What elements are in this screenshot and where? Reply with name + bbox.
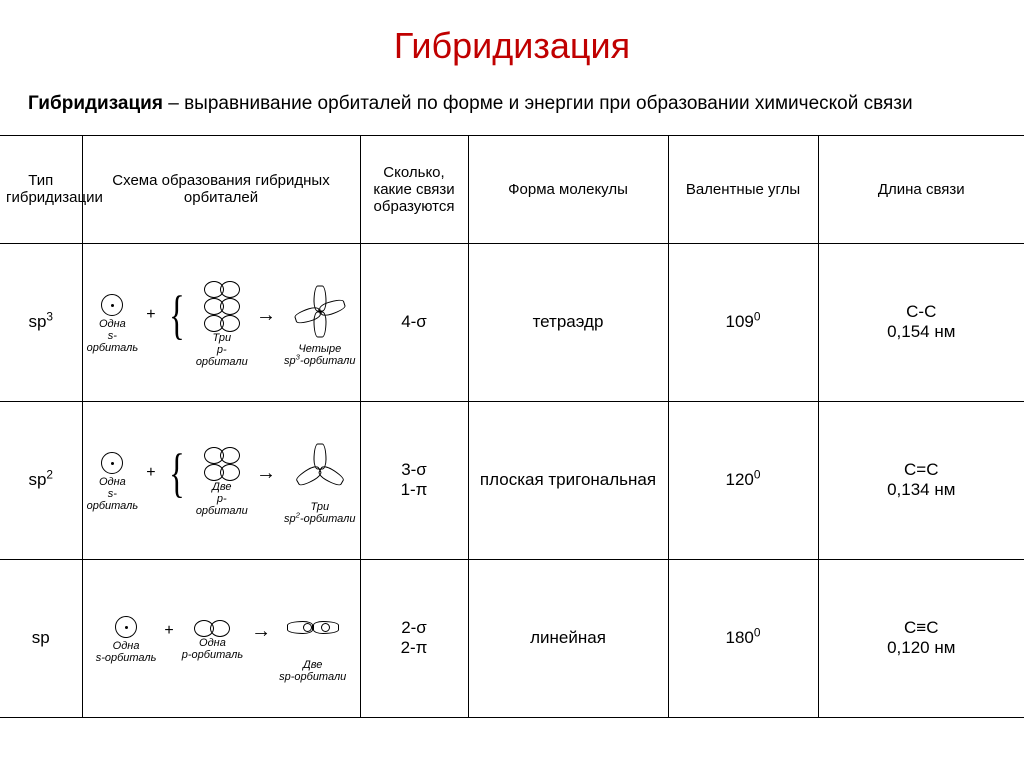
s-orbital-icon (101, 452, 123, 474)
page: Гибридизация Гибридизация – выравнивание… (0, 0, 1024, 767)
orbital-scheme-icon: Однаs-орбиталь + Однаp-орбиталь → Двеsp-… (87, 597, 356, 683)
hybrid-orbitals-icon (290, 439, 350, 499)
cell-angle: 1800 (668, 559, 818, 717)
hybrid-orbitals-icon (283, 597, 343, 657)
cell-length: C-C0,154 нм (818, 243, 1024, 401)
cell-type: sp2 (0, 401, 82, 559)
s-orbital-icon (115, 616, 137, 638)
cell-length: C=C0,134 нм (818, 401, 1024, 559)
col-header-shape: Форма молекулы (468, 135, 668, 243)
cell-shape: линейная (468, 559, 668, 717)
cell-bonds: 4-σ (360, 243, 468, 401)
cell-length: C≡C0,120 нм (818, 559, 1024, 717)
cell-scheme: Однаs-орбиталь + { Триp-орбитали → Четыр… (82, 243, 360, 401)
table-row: sp3 Однаs-орбиталь + { Триp-орбитали → Ч… (0, 243, 1024, 401)
orbital-scheme-icon: Однаs-орбиталь + { Триp-орбитали → Четыр… (87, 281, 356, 368)
table-row: sp2 Однаs-орбиталь + { Двеp-орбитали → Т… (0, 401, 1024, 559)
definition-text: Гибридизация – выравнивание орбиталей по… (0, 91, 1024, 117)
p-orbitals-icon (204, 281, 240, 330)
hybridization-table: Тип гибридизации Схема образования гибри… (0, 135, 1024, 718)
p-orbitals-icon (194, 620, 230, 635)
orbital-scheme-icon: Однаs-орбиталь + { Двеp-орбитали → Триsp… (87, 439, 356, 525)
col-header-bonds: Сколько, какие связи образуются (360, 135, 468, 243)
definition-term: Гибридизация (28, 93, 163, 114)
definition-rest: – выравнивание орбиталей по форме и энер… (163, 93, 913, 114)
col-header-type: Тип гибридизации (0, 135, 82, 243)
s-orbital-icon (101, 294, 123, 316)
page-title: Гибридизация (0, 25, 1024, 67)
cell-bonds: 3-σ1-π (360, 401, 468, 559)
cell-angle: 1090 (668, 243, 818, 401)
cell-shape: тетраэдр (468, 243, 668, 401)
cell-scheme: Однаs-орбиталь + { Двеp-орбитали → Триsp… (82, 401, 360, 559)
cell-type: sp3 (0, 243, 82, 401)
table-row: sp Однаs-орбиталь + Однаp-орбиталь → Две… (0, 559, 1024, 717)
col-header-length: Длина связи (818, 135, 1024, 243)
table-header-row: Тип гибридизации Схема образования гибри… (0, 135, 1024, 243)
hybrid-orbitals-icon (290, 281, 350, 341)
p-orbitals-icon (204, 447, 240, 479)
cell-type: sp (0, 559, 82, 717)
cell-scheme: Однаs-орбиталь + Однаp-орбиталь → Двеsp-… (82, 559, 360, 717)
cell-angle: 1200 (668, 401, 818, 559)
cell-bonds: 2-σ2-π (360, 559, 468, 717)
col-header-angle: Валентные углы (668, 135, 818, 243)
col-header-scheme: Схема образования гибридных орбиталей (82, 135, 360, 243)
cell-shape: плоская тригональная (468, 401, 668, 559)
